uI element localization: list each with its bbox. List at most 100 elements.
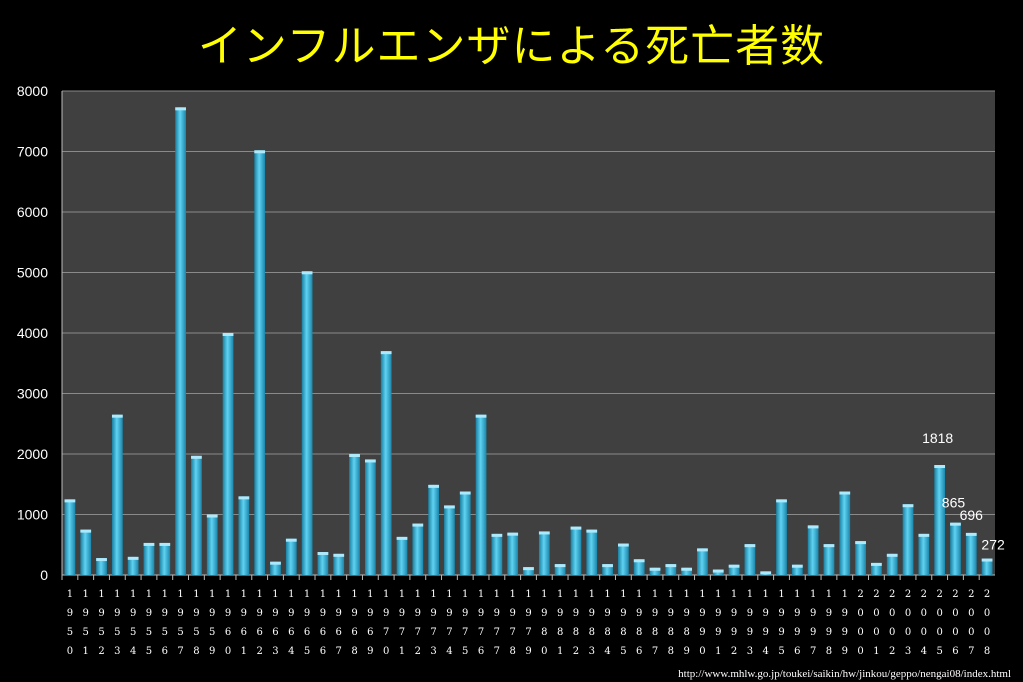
- bar: [649, 567, 661, 575]
- bar-cap: [428, 484, 439, 488]
- bar-cap: [807, 525, 819, 529]
- bar-cap: [206, 514, 218, 518]
- bar-cap: [523, 567, 534, 571]
- bar: [270, 561, 281, 575]
- bar-cap: [475, 414, 487, 418]
- bar: [143, 542, 155, 575]
- bar-cap: [349, 454, 360, 457]
- bar-cap: [127, 556, 139, 560]
- bar-cap: [254, 150, 266, 154]
- bar-cap: [649, 567, 661, 571]
- bar-cap: [712, 569, 724, 573]
- bar: [871, 562, 882, 575]
- y-tick-label: 3000: [17, 386, 48, 402]
- bar: [254, 150, 266, 576]
- bar: [64, 499, 76, 575]
- bar: [159, 542, 171, 575]
- bar-cap: [791, 564, 803, 568]
- bar: [444, 505, 455, 575]
- bar-cap: [586, 529, 598, 533]
- bar: [918, 533, 930, 575]
- bar-cap: [491, 533, 503, 537]
- bar-cap: [918, 533, 930, 537]
- bar-cap: [191, 455, 202, 459]
- bar: [364, 459, 376, 575]
- bar-cap: [618, 543, 629, 547]
- bar-cap: [538, 531, 550, 535]
- y-tick-label: 7000: [17, 144, 48, 160]
- bar: [902, 504, 914, 575]
- bar: [523, 567, 534, 575]
- bar: [950, 522, 961, 575]
- bar: [127, 556, 139, 575]
- bar-cap: [270, 561, 281, 565]
- bar-cap: [80, 529, 92, 533]
- bar-cap: [839, 491, 851, 495]
- bar: [665, 564, 677, 575]
- bar-cap: [760, 571, 772, 575]
- bar: [886, 553, 898, 575]
- y-tick-label: 5000: [17, 265, 48, 281]
- y-tick-label: 2000: [17, 446, 48, 462]
- bar: [191, 455, 202, 575]
- data-label: 1818: [922, 430, 953, 446]
- bar-cap: [64, 499, 76, 503]
- bar: [618, 543, 629, 575]
- chart-title: インフルエンザによる死亡者数: [197, 21, 826, 72]
- bar-cap: [554, 564, 566, 568]
- bar-cap: [111, 414, 123, 418]
- bar-cap: [175, 107, 186, 111]
- bar: [475, 414, 487, 575]
- y-tick-label: 8000: [17, 83, 48, 99]
- bar-cap: [317, 552, 329, 556]
- bar-cap: [143, 542, 155, 546]
- bar-cap: [396, 536, 408, 540]
- bar-cap: [965, 532, 977, 536]
- bar: [333, 553, 345, 575]
- bar: [285, 538, 297, 575]
- bar-cap: [681, 567, 693, 571]
- bar-cap: [570, 526, 582, 530]
- bar: [428, 484, 439, 575]
- bar-cap: [380, 351, 392, 355]
- bar-cap: [159, 542, 171, 546]
- bar: [965, 532, 977, 575]
- data-label: 696: [960, 507, 984, 523]
- bar: [238, 496, 250, 575]
- bar: [507, 532, 519, 575]
- bar: [823, 544, 835, 575]
- bar-cap: [633, 559, 645, 563]
- bar-cap: [728, 564, 740, 568]
- bar: [570, 526, 582, 575]
- bar-cap: [902, 504, 914, 508]
- bar-cap: [96, 558, 107, 562]
- bar-cap: [222, 333, 234, 336]
- bar-cap: [981, 558, 993, 562]
- bar: [538, 531, 550, 575]
- bar: [412, 523, 424, 575]
- bar: [934, 465, 946, 575]
